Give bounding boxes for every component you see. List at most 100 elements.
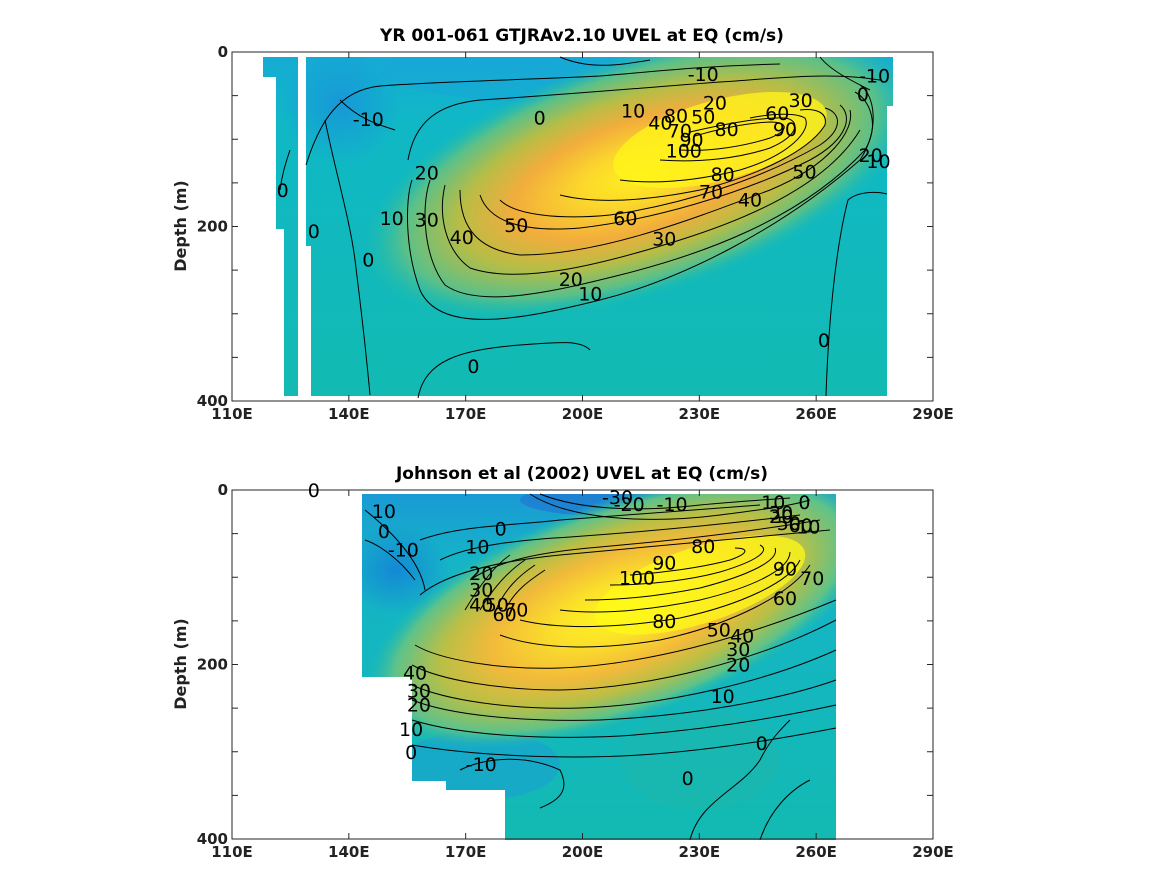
contour-label: 0 — [857, 84, 869, 106]
contour-label: 20 — [769, 506, 793, 528]
contour-label: 20 — [859, 145, 883, 167]
contour-label: 0 — [308, 480, 320, 502]
y-axis-label: Depth (m) — [171, 618, 190, 710]
panel-gtjra: -10 -10-10 0000000101010102020202030303040… — [171, 26, 954, 423]
contour-label: 50 — [691, 107, 715, 129]
contour-label: 0 — [277, 180, 289, 202]
contour-label: 10 — [578, 284, 602, 306]
contour-label: 10 — [621, 100, 645, 122]
contour-label: 40 — [403, 662, 427, 684]
contour-label: 0 — [798, 492, 810, 514]
contour-label: 10 — [465, 537, 489, 559]
contour-label: 10 — [796, 517, 820, 539]
contour-label: 90 — [773, 119, 797, 141]
contour-label: 40 — [738, 189, 762, 211]
contour-label: 0 — [534, 107, 546, 129]
contour-label: 60 — [788, 515, 812, 537]
contour-label: 20 — [415, 162, 439, 184]
contour-label: 80 — [711, 164, 735, 186]
contour-label: 0 — [756, 733, 768, 755]
x-ticks: 110E 140E 170E 200E 230E 260E 290E — [211, 490, 954, 861]
contour-label: 90 — [652, 552, 676, 574]
contour-label: -20 — [614, 494, 645, 516]
x-tick-label: 110E — [211, 405, 253, 423]
contour-label: 50 — [485, 594, 509, 616]
y-axis-label: Depth (m) — [171, 180, 190, 272]
contour-label: 20 — [407, 695, 431, 717]
contour-label: 30 — [788, 90, 812, 112]
contour-label: 10 — [866, 151, 890, 173]
contour-labels: -10 -10-10 0000000101010102020202030303040… — [277, 64, 891, 378]
contour-label: 90 — [679, 129, 703, 151]
field-fill — [263, 57, 893, 396]
y-tick-label: 0 — [218, 481, 228, 499]
contour-label: 30 — [769, 503, 793, 525]
contour-label: 0 — [467, 356, 479, 378]
contour-label: -30 — [602, 487, 633, 509]
contour-label: -10 — [353, 109, 384, 131]
contour-label: 40 — [469, 594, 493, 616]
chart-title: YR 001-061 GTJRAv2.10 UVEL at EQ (cm/s) — [379, 26, 784, 46]
contour-label: 30 — [415, 210, 439, 232]
x-tick-label: 140E — [328, 843, 370, 861]
contour-label: 0 — [308, 221, 320, 243]
contour-label: -10 — [388, 539, 419, 561]
contour-label: 70 — [668, 121, 692, 143]
contour-label: 40 — [648, 113, 672, 135]
contour-label: 60 — [613, 208, 637, 230]
contour-label: 80 — [664, 106, 688, 128]
contour-label: 10 — [399, 719, 423, 741]
x-tick-label: 140E — [328, 405, 370, 423]
contour-label: 0 — [378, 521, 390, 543]
contour-label: 70 — [504, 600, 528, 622]
contour-label: -10 — [466, 754, 497, 776]
contour-label: 20 — [726, 655, 750, 677]
contour-label: -10 — [688, 64, 719, 86]
x-tick-label: 110E — [211, 843, 253, 861]
x-tick-label: 260E — [795, 405, 837, 423]
contour-label: 70 — [800, 568, 824, 590]
x-tick-label: 170E — [445, 405, 487, 423]
contour-label: 80 — [691, 536, 715, 558]
contour-label: 60 — [493, 604, 517, 626]
contour-label: 60 — [773, 588, 797, 610]
y-tick-label: 200 — [197, 656, 228, 674]
chart-title: Johnson et al (2002) UVEL at EQ (cm/s) — [395, 464, 768, 484]
contour-label: 30 — [407, 681, 431, 703]
contour-label: 0 — [495, 518, 507, 540]
contour-label: 10 — [761, 492, 785, 514]
contour-label: 50 — [792, 162, 816, 184]
x-tick-label: 290E — [912, 843, 954, 861]
contour-lines — [364, 493, 837, 841]
contour-label: -10 — [657, 494, 688, 516]
contour-label: 100 — [619, 567, 655, 589]
contour-label: 100 — [666, 141, 702, 163]
contour-label: 10 — [372, 501, 396, 523]
x-tick-label: 200E — [562, 843, 604, 861]
contour-label: 70 — [699, 182, 723, 204]
contour-label: 10 — [711, 686, 735, 708]
contour-label: 80 — [715, 119, 739, 141]
x-tick-label: 230E — [679, 405, 721, 423]
contour-label: 0 — [818, 330, 830, 352]
y-tick-label: 200 — [197, 218, 228, 236]
contour-label: 80 — [652, 611, 676, 633]
contour-label: -10 — [859, 66, 890, 88]
contour-lines — [279, 56, 888, 399]
contour-label: 60 — [765, 103, 789, 125]
contour-label: 50 — [707, 620, 731, 642]
x-tick-label: 290E — [912, 405, 954, 423]
contour-label: 0 — [682, 768, 694, 790]
y-tick-label: 0 — [218, 43, 228, 61]
contour-label: 90 — [773, 559, 797, 581]
contour-label: 40 — [730, 626, 754, 648]
contour-label: 20 — [703, 93, 727, 115]
contour-label: 20 — [469, 563, 493, 585]
x-tick-label: 260E — [795, 843, 837, 861]
x-tick-label: 200E — [562, 405, 604, 423]
contour-label: 10 — [380, 208, 404, 230]
